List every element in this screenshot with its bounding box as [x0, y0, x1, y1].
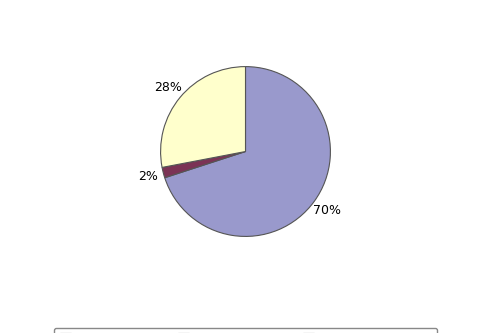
- Text: 70%: 70%: [313, 204, 341, 217]
- Wedge shape: [165, 67, 330, 236]
- Wedge shape: [161, 67, 246, 167]
- Legend: Wages & Salaries, Employee Benefits, Operating Expenses: Wages & Salaries, Employee Benefits, Ope…: [54, 328, 437, 333]
- Text: 2%: 2%: [138, 170, 159, 183]
- Text: 28%: 28%: [154, 81, 182, 94]
- Wedge shape: [162, 152, 246, 178]
